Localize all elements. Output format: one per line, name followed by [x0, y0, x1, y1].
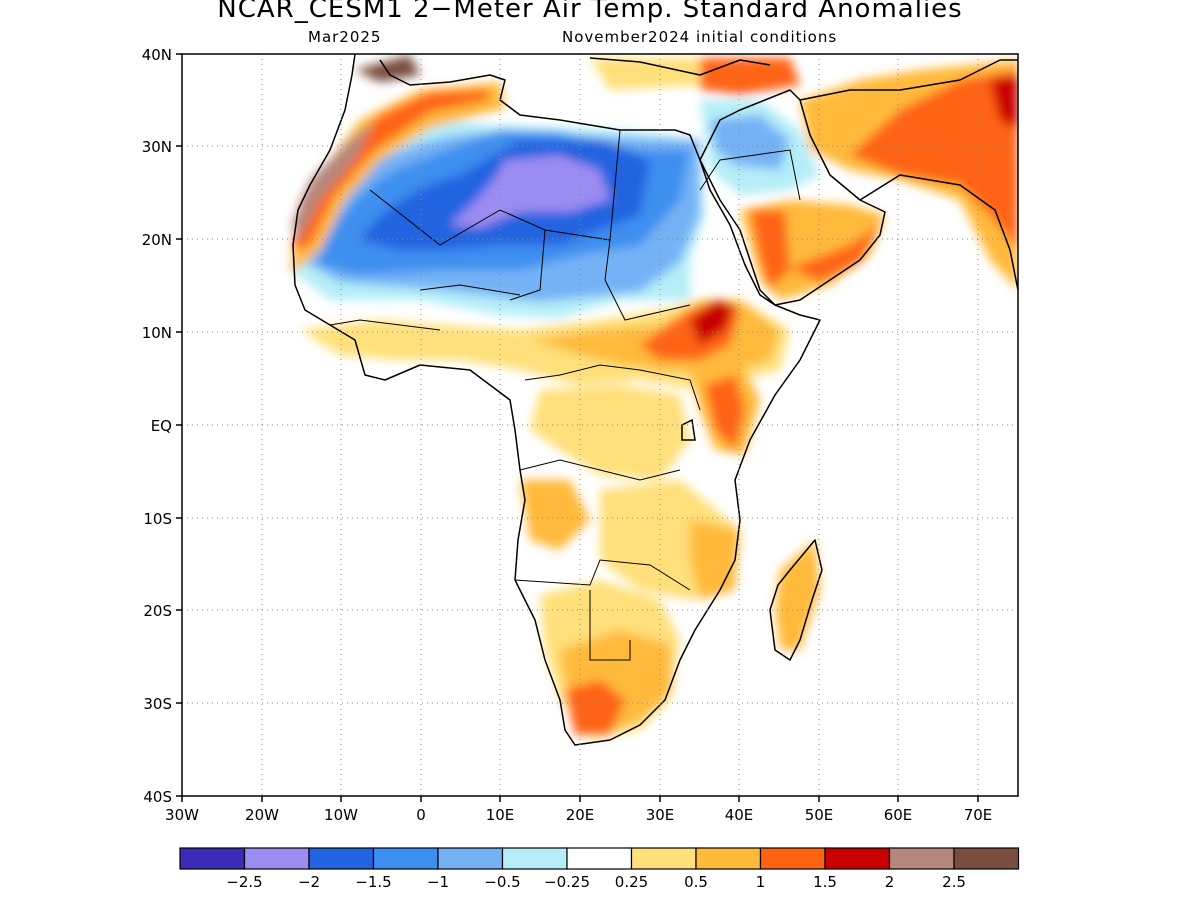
- field-kenya-hot: [705, 375, 745, 450]
- lon-label: 50E: [805, 806, 834, 824]
- lat-label: EQ: [151, 417, 172, 435]
- field-mozambique-warm: [690, 520, 740, 600]
- colorbar-swatch: [824, 847, 891, 870]
- border-west-africa: [329, 284, 521, 331]
- colorbar: [179, 847, 1020, 870]
- field-angola-warm: [520, 480, 590, 550]
- colorbar-label: 0.5: [684, 873, 708, 891]
- field-congo-mild: [530, 385, 690, 480]
- mediterranean-north-coast: [589, 57, 771, 76]
- lat-label: 30N: [142, 138, 172, 156]
- field-mediterranean-east-warm: [700, 58, 800, 95]
- lon-label: 0: [416, 806, 426, 824]
- colorbar-label: −2.5: [226, 873, 262, 891]
- lat-label: 20S: [143, 602, 172, 620]
- colorbar-label: 2.5: [942, 873, 966, 891]
- initial-conditions-label: November2024 initial conditions: [562, 28, 838, 46]
- lon-label: 30W: [165, 806, 199, 824]
- lake-victoria-outline: [681, 418, 696, 441]
- border-southern: [514, 459, 691, 591]
- colorbar-swatch: [243, 847, 310, 870]
- asia-coastline: [799, 59, 1018, 291]
- arabia-coastline: [699, 89, 886, 306]
- lon-label: 60E: [884, 806, 913, 824]
- latitude-labels: 40N 30N 20N 10N EQ 10S 20S 30S 40S: [142, 46, 172, 806]
- field-nw-coast-extreme: [292, 120, 375, 240]
- border-central: [524, 364, 701, 411]
- lon-label: 30E: [646, 806, 675, 824]
- field-arabia-hot: [750, 210, 790, 290]
- lat-label: 30S: [143, 695, 172, 713]
- lat-label: 10N: [142, 324, 172, 342]
- target-month-label: Mar2025: [308, 28, 382, 46]
- colorbar-label: 1: [756, 873, 766, 891]
- colorbar-swatch: [501, 847, 568, 870]
- colorbar-label: −1: [427, 873, 449, 891]
- longitude-labels: 30W 20W 10W 0 10E 20E 30E 40E 50E 60E 70…: [165, 806, 992, 824]
- colorbar-labels: −2.5 −2 −1.5 −1 −0.5 −0.25 0.25 0.5 1 1.5 2 2.5: [226, 873, 966, 891]
- colorbar-swatch: [953, 847, 1020, 870]
- colorbar-label: 2: [885, 873, 895, 891]
- field-south-asia-hot: [850, 70, 1018, 250]
- colorbar-swatch: [759, 847, 826, 870]
- lat-label: 40S: [143, 788, 172, 806]
- lon-label: 10W: [324, 806, 358, 824]
- colorbar-swatch: [566, 847, 633, 870]
- border-misc: [589, 149, 801, 661]
- colorbar-swatch: [308, 847, 375, 870]
- field-mediterranean-mild: [590, 58, 700, 90]
- colorbar-label: 1.5: [813, 873, 837, 891]
- lat-label: 10S: [143, 510, 172, 528]
- field-cold-anomaly: [450, 155, 610, 228]
- lat-label: 20N: [142, 231, 172, 249]
- map-title: NCAR_CESM1 2−Meter Air Temp. Standard An…: [217, 0, 963, 24]
- lon-label: 40E: [725, 806, 754, 824]
- tick-marks: [176, 53, 979, 802]
- field-nw-corner-extreme: [355, 55, 420, 82]
- field-ethiopia-extreme: [690, 300, 735, 345]
- field-cape-hot: [565, 680, 625, 735]
- lon-label: 20E: [566, 806, 595, 824]
- colorbar-swatch: [372, 847, 439, 870]
- colorbar-label: 0.25: [615, 873, 648, 891]
- lon-label: 10E: [486, 806, 515, 824]
- colorbar-swatch: [179, 847, 246, 870]
- field-arabia-south-hot: [790, 225, 880, 282]
- africa-coastline: [292, 54, 821, 746]
- colorbar-label: −2: [298, 873, 320, 891]
- colorbar-swatch: [630, 847, 697, 870]
- colorbar-swatch: [437, 847, 504, 870]
- colorbar-label: −1.5: [355, 873, 391, 891]
- field-mideast-cool-inner: [710, 115, 790, 170]
- colorbar-swatch: [888, 847, 955, 870]
- lake-victoria: [681, 418, 696, 441]
- gridlines: [182, 54, 1018, 796]
- colorbar-swatch: [695, 847, 762, 870]
- anomaly-field: [290, 55, 1018, 740]
- field-south-asia-extreme: [990, 75, 1018, 130]
- lon-label: 20W: [245, 806, 279, 824]
- border-sahara: [369, 129, 621, 246]
- lat-label: 40N: [142, 46, 172, 64]
- lon-label: 70E: [964, 806, 993, 824]
- country-borders: [329, 129, 801, 661]
- field-madagascar-warm: [775, 540, 820, 650]
- colorbar-label: −0.5: [484, 873, 520, 891]
- border-chad-sudan: [509, 229, 691, 321]
- colorbar-label: −0.25: [544, 873, 590, 891]
